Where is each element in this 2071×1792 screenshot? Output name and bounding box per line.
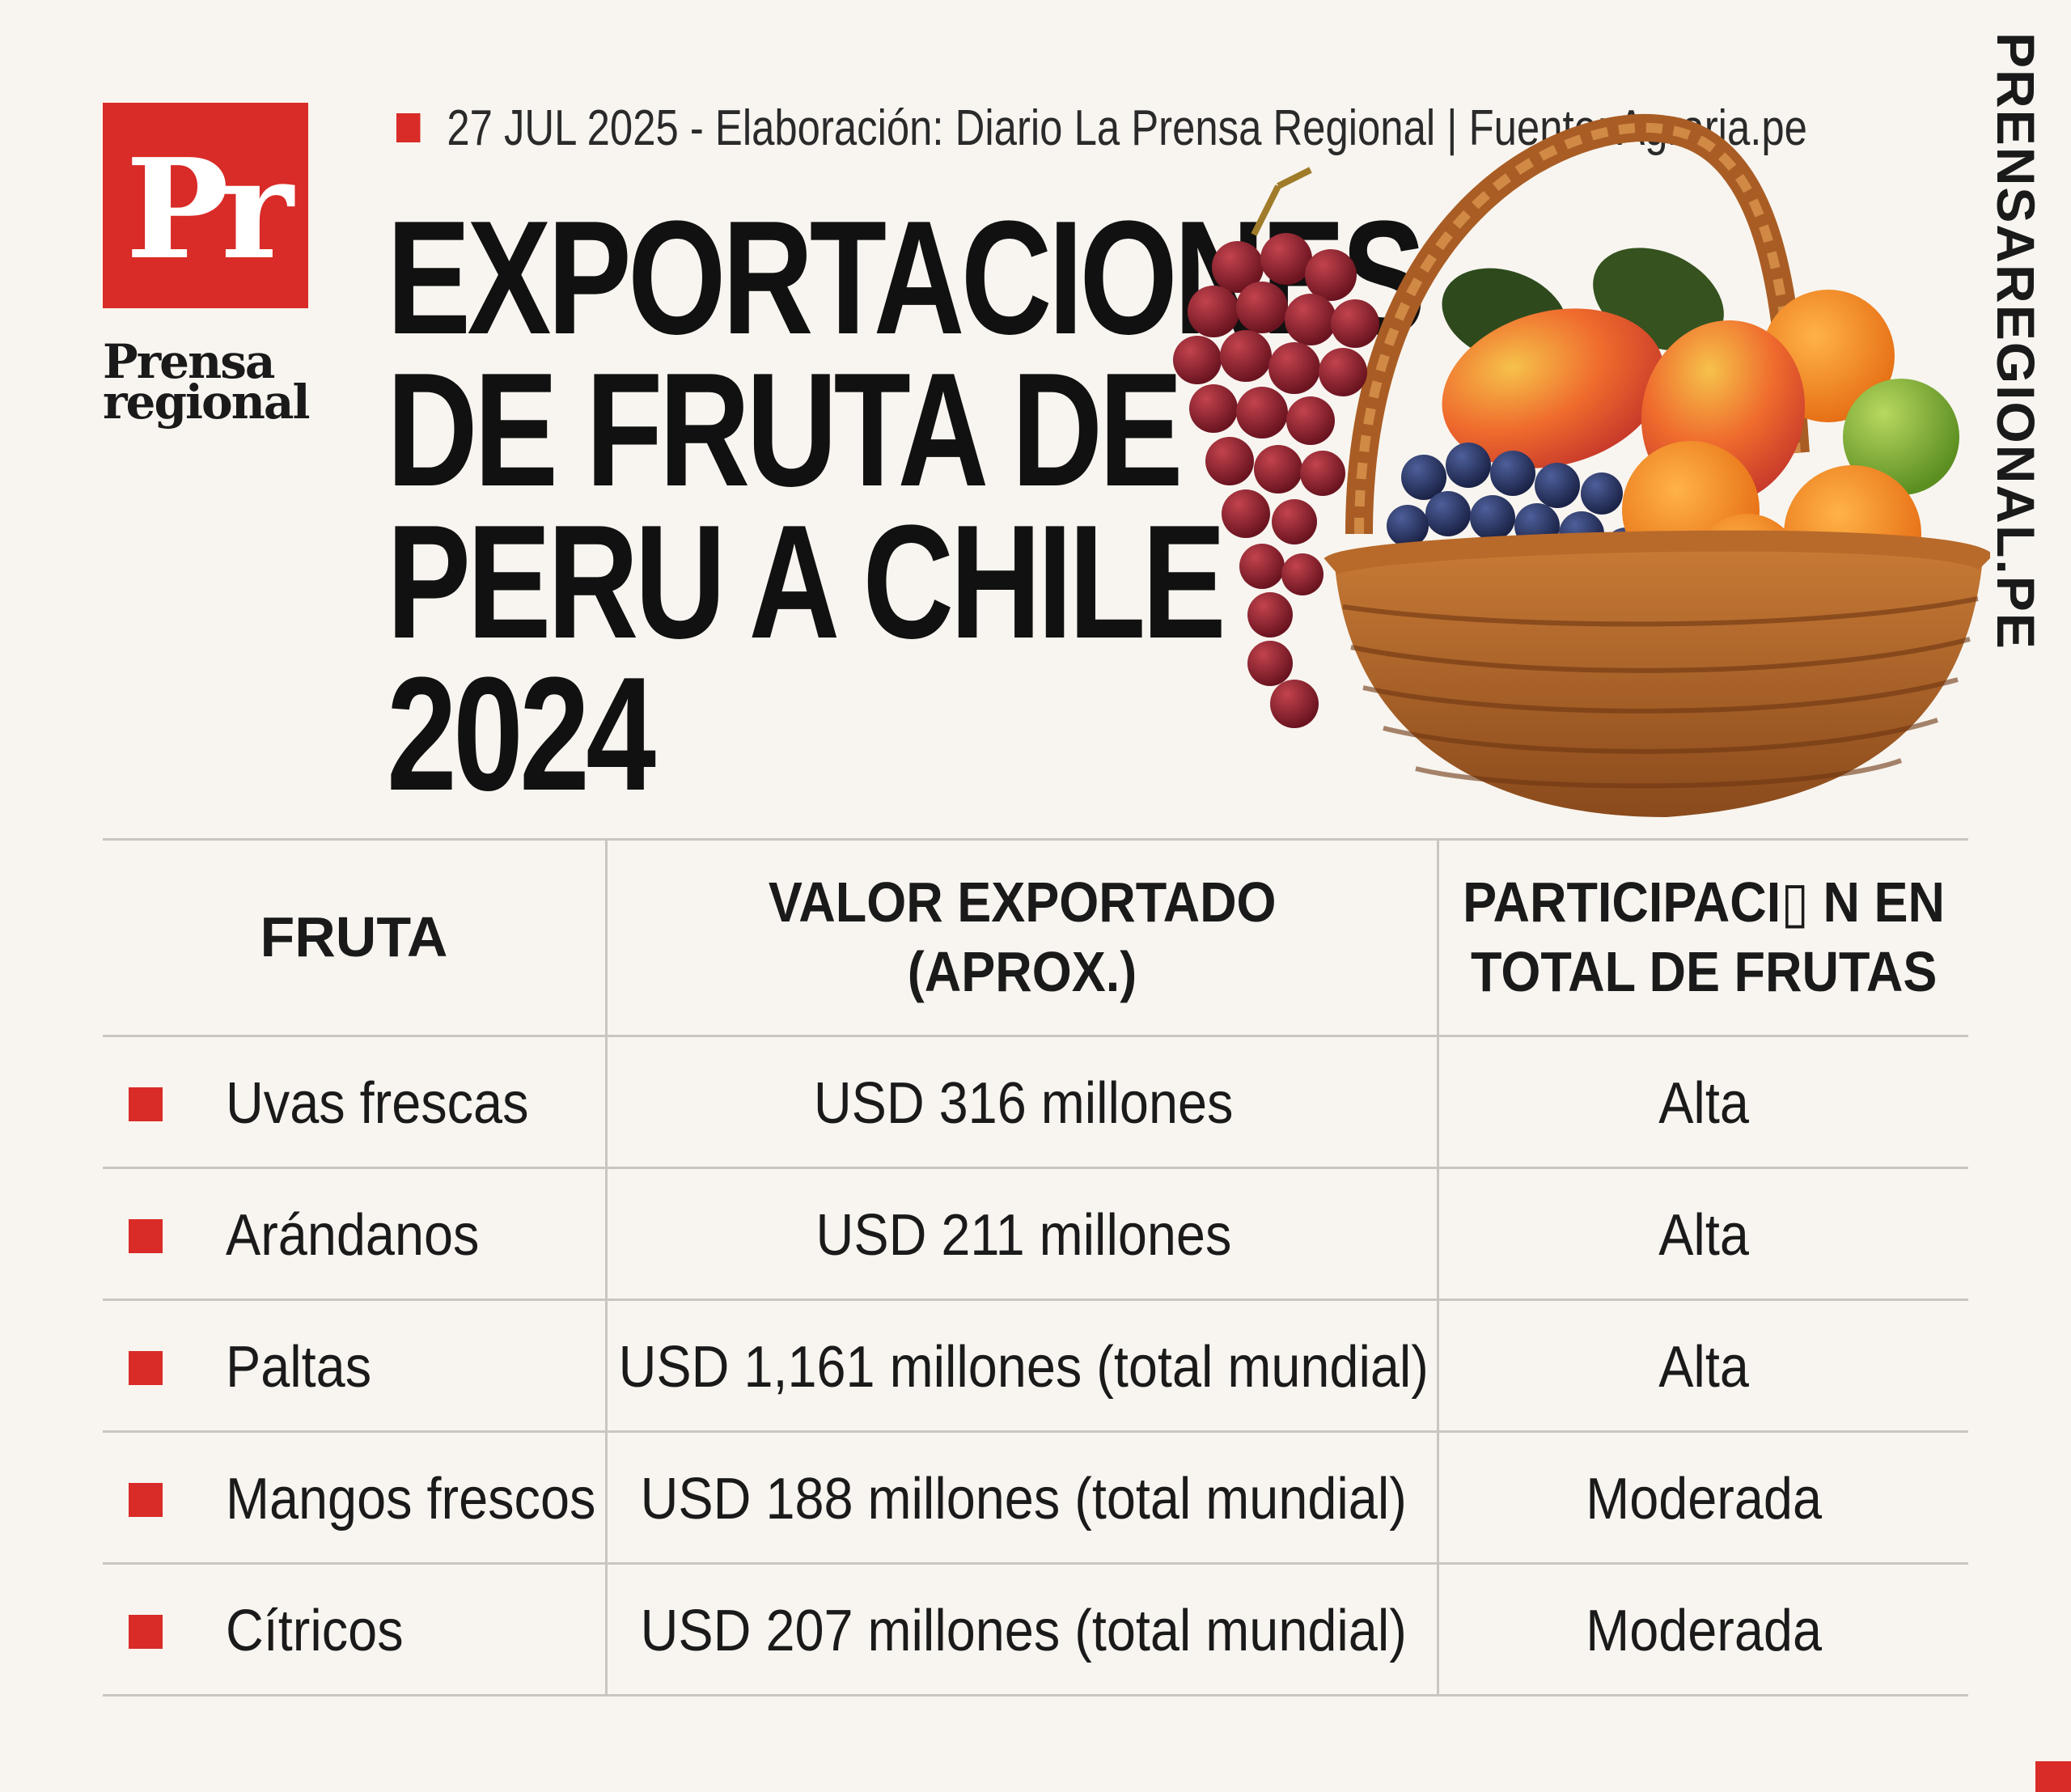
fruit-basket-illustration bbox=[1173, 113, 1990, 817]
logo-word-regional: regional bbox=[103, 375, 311, 430]
logo-mark: Pr bbox=[103, 103, 308, 308]
cell-participacion: Moderada bbox=[1586, 1598, 1822, 1663]
cell-participacion: Moderada bbox=[1586, 1466, 1822, 1531]
logo-mark-text: Pr bbox=[125, 129, 293, 290]
meta-bullet-icon bbox=[396, 113, 421, 142]
cell-valor: USD 188 millones (total mundial) bbox=[640, 1466, 1407, 1531]
header-fruta: FRUTA bbox=[103, 838, 605, 1035]
cell-valor: USD 207 millones (total mundial) bbox=[640, 1598, 1407, 1663]
title-line-2: DE FRUTA DE bbox=[387, 340, 1183, 520]
row-bullet-icon bbox=[129, 1219, 163, 1253]
cell-fruta: Mangos frescos bbox=[226, 1466, 596, 1531]
page-title: EXPORTACIONES DE FRUTA DE PERU A CHILE 2… bbox=[387, 188, 1425, 824]
table-divider bbox=[103, 1562, 1968, 1565]
title-line-4: 2024 bbox=[387, 644, 656, 824]
cell-fruta: Arándanos bbox=[226, 1202, 480, 1268]
corner-accent bbox=[2035, 1761, 2071, 1792]
table-row: Uvas frescas USD 316 millones Alta bbox=[103, 1037, 1968, 1169]
table-divider bbox=[103, 1167, 1968, 1169]
title-line-3: PERU A CHILE bbox=[387, 492, 1226, 672]
table-row: Arándanos USD 211 millones Alta bbox=[103, 1169, 1968, 1301]
header-valor: VALOR EXPORTADO (APROX.) bbox=[608, 838, 1437, 1035]
table-divider bbox=[103, 1430, 1968, 1433]
title-line-1: EXPORTACIONES bbox=[387, 188, 1425, 368]
header-participacion-line1: PARTICIPACI▯ N EN bbox=[1463, 870, 1945, 934]
table-row: Mangos frescos USD 188 millones (total m… bbox=[103, 1433, 1968, 1565]
table-divider bbox=[103, 1035, 1968, 1037]
header-valor-line1: VALOR EXPORTADO bbox=[768, 870, 1277, 934]
table-divider bbox=[103, 1298, 1968, 1301]
cell-participacion: Alta bbox=[1658, 1202, 1749, 1268]
cell-valor: USD 211 millones bbox=[815, 1202, 1231, 1268]
header-fruta-label: FRUTA bbox=[260, 904, 448, 968]
cell-fruta: Cítricos bbox=[226, 1598, 404, 1663]
table-divider bbox=[103, 1694, 1968, 1697]
cell-fruta: Paltas bbox=[226, 1334, 372, 1400]
row-bullet-icon bbox=[129, 1483, 163, 1517]
cell-fruta: Uvas frescas bbox=[226, 1070, 529, 1136]
table-column-divider bbox=[1437, 838, 1439, 1696]
row-bullet-icon bbox=[129, 1351, 163, 1385]
table-divider bbox=[103, 838, 1968, 841]
cell-participacion: Alta bbox=[1658, 1070, 1749, 1136]
logo-word-prensa: Prensa bbox=[103, 334, 275, 389]
cell-participacion: Alta bbox=[1658, 1334, 1749, 1400]
site-vertical-text: PRENSAREGIONAL.PE bbox=[1986, 32, 2046, 650]
table-row: Paltas USD 1,161 millones (total mundial… bbox=[103, 1301, 1968, 1433]
header-participacion-line2: TOTAL DE FRUTAS bbox=[1470, 939, 1938, 1003]
header-valor-line2: (APROX.) bbox=[907, 939, 1137, 1003]
table-row: Cítricos USD 207 millones (total mundial… bbox=[103, 1565, 1968, 1697]
table-column-divider bbox=[605, 838, 608, 1696]
header-participacion: PARTICIPACI▯ N EN TOTAL DE FRUTAS bbox=[1439, 838, 1968, 1035]
row-bullet-icon bbox=[129, 1615, 163, 1649]
cell-valor: USD 1,161 millones (total mundial) bbox=[618, 1334, 1429, 1400]
row-bullet-icon bbox=[129, 1087, 163, 1121]
cell-valor: USD 316 millones bbox=[813, 1070, 1234, 1136]
